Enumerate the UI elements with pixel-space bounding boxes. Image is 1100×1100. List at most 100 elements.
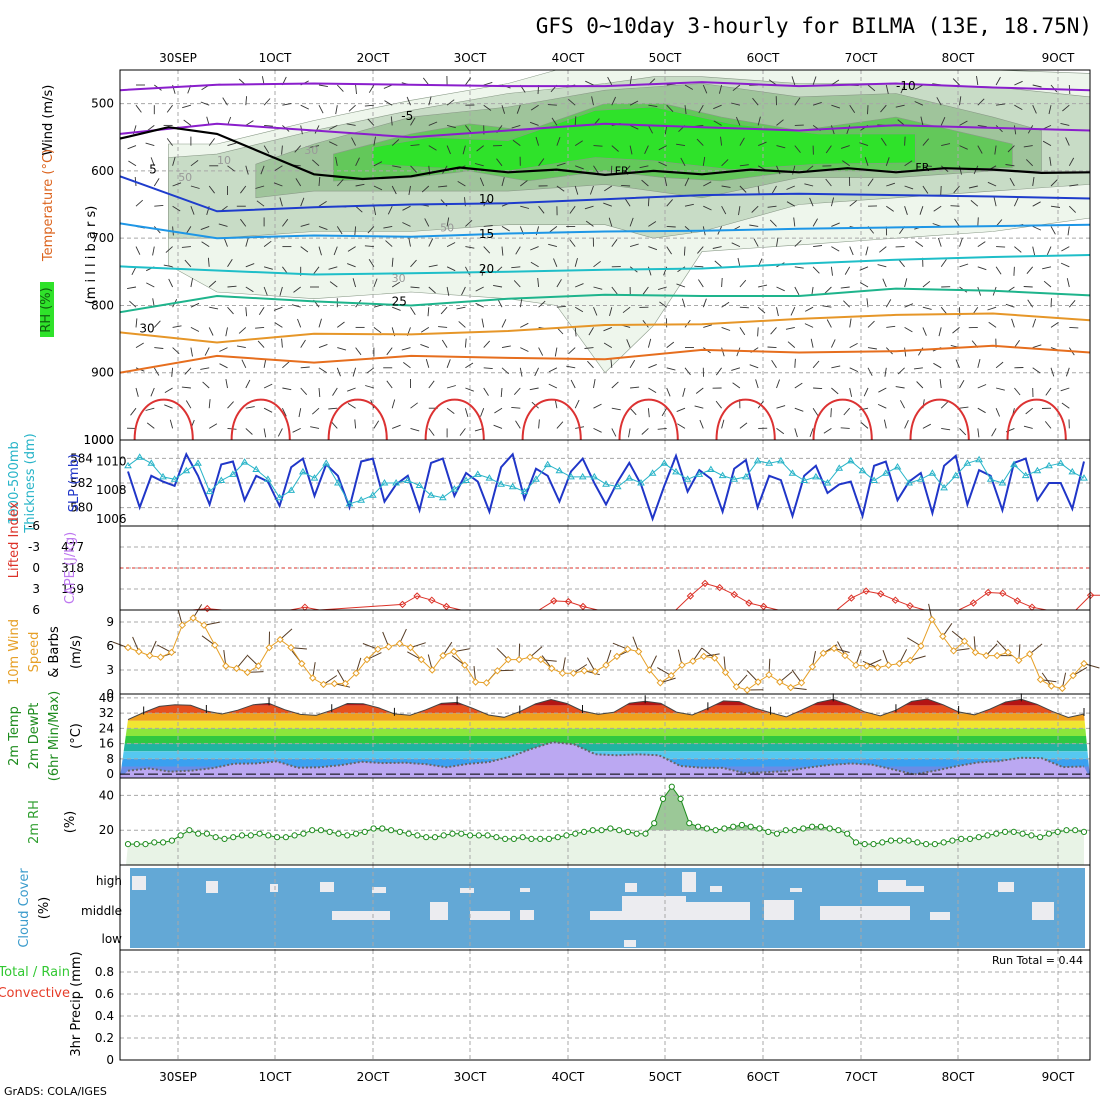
- thickness-marker: [753, 456, 762, 464]
- wind-barb: [684, 84, 694, 90]
- wind-barb: [593, 165, 599, 174]
- wind-barb: [493, 424, 503, 429]
- wind-barb: [424, 218, 430, 227]
- wind-barb: [895, 104, 905, 108]
- dewpoint-area: [120, 742, 1090, 778]
- wind-barb: [920, 116, 924, 126]
- wind-barb: [987, 181, 997, 187]
- lifted-index-marker: [847, 594, 856, 602]
- slp-tick-label: 1010: [96, 455, 127, 469]
- wind-speed-marker: [222, 662, 230, 670]
- wind-barb: [281, 338, 283, 348]
- wind-barb: [953, 185, 960, 194]
- wind-barb: [200, 225, 210, 231]
- slp-axis-label: SLP (mb): [67, 454, 82, 513]
- wind-barb: [519, 367, 523, 377]
- wind-barb: [721, 347, 725, 357]
- wind-barb: [1069, 326, 1079, 329]
- wind-barb: [812, 76, 817, 86]
- wind-barb: [767, 346, 777, 349]
- wind-barb: [831, 365, 841, 369]
- wind-barb: [791, 76, 796, 86]
- wind-barb: [337, 347, 347, 351]
- wind-barb: [459, 428, 466, 436]
- thickness-marker: [986, 475, 995, 482]
- wind-barb: [1025, 407, 1033, 415]
- wind-barb: [831, 104, 841, 109]
- wind-barb-10m: [201, 635, 216, 646]
- wind-barb: [335, 105, 338, 115]
- wind-speed-marker: [167, 648, 176, 657]
- wind-barb: [657, 286, 667, 291]
- wind-barb: [547, 104, 557, 106]
- x-tick-label-top: 1OCT: [259, 51, 292, 65]
- wind-barb: [222, 97, 228, 106]
- wind-barb: [843, 300, 851, 308]
- wind-barb: [348, 104, 356, 112]
- rh-marker: [852, 839, 860, 846]
- wind-barb: [714, 260, 722, 268]
- wind-barb: [190, 185, 200, 189]
- wind-barb: [1067, 226, 1070, 236]
- wind-barb: [755, 379, 759, 389]
- wind-speed-marker: [819, 649, 828, 657]
- wind-speed-marker: [1058, 684, 1067, 693]
- wind-barb: [574, 399, 580, 409]
- wind-barb: [794, 358, 796, 368]
- wind-speed-marker: [1036, 675, 1045, 684]
- isotherm-line: [119, 344, 1091, 374]
- rh-marker: [896, 837, 903, 844]
- wind-barb: [831, 222, 840, 227]
- wind-barb: [684, 105, 687, 115]
- wind-barb: [885, 84, 889, 94]
- thickness-marker: [182, 466, 191, 474]
- isotherm-35: [133, 398, 194, 441]
- wind-barb: [721, 205, 727, 215]
- wind-barb: [751, 205, 759, 213]
- wind-barb: [373, 206, 377, 216]
- thickness-axis-label: Thickness (dm): [23, 433, 38, 533]
- wind-barb: [245, 165, 249, 175]
- wind-barb: [648, 104, 658, 108]
- wind-barb: [940, 306, 948, 315]
- wind-barb: [940, 117, 946, 126]
- wind-barb: [648, 125, 653, 134]
- rh-marker: [668, 783, 675, 790]
- wind-barb: [483, 104, 492, 111]
- temp-tick-label: 0: [106, 767, 114, 781]
- wind-barb: [263, 266, 273, 270]
- wind-barb: [190, 326, 200, 332]
- thickness-marker: [812, 472, 820, 480]
- pressure-tick-label: 600: [91, 164, 114, 178]
- thickness-marker: [345, 499, 354, 507]
- wind-barb: [497, 298, 503, 308]
- wind-axis-label: 10m Wind: [7, 619, 22, 685]
- wind-barb: [703, 324, 713, 328]
- precip-legend-convective: Convective: [0, 986, 70, 1001]
- wind-barb: [1011, 318, 1015, 328]
- wind-barb-10m: [496, 647, 509, 660]
- wind-speed-tick-label: 0: [106, 687, 114, 701]
- cloud-patch: [625, 883, 637, 892]
- wind-barb: [731, 102, 741, 106]
- rh-marker: [554, 834, 561, 841]
- wind-barb: [274, 165, 283, 171]
- rh-marker: [388, 827, 395, 834]
- wind-barb: [657, 427, 667, 430]
- wind-barb: [658, 161, 667, 167]
- thickness-marker: [788, 469, 797, 476]
- wind-barb: [1013, 197, 1019, 207]
- wind-barb: [739, 306, 749, 309]
- wind-speed-marker: [808, 663, 817, 671]
- wind-barb: [702, 298, 707, 308]
- wind-barb: [604, 185, 613, 192]
- wind-barb: [464, 266, 470, 276]
- lifted-index-marker: [686, 592, 695, 600]
- wind-barb: [977, 124, 987, 128]
- wind-barb: [181, 246, 191, 248]
- isotherm-35: [812, 398, 873, 441]
- wind-barb: [568, 98, 576, 106]
- rh-axis-label: (%): [63, 811, 78, 834]
- wind-barb: [749, 224, 759, 227]
- wind-barb: [428, 121, 438, 126]
